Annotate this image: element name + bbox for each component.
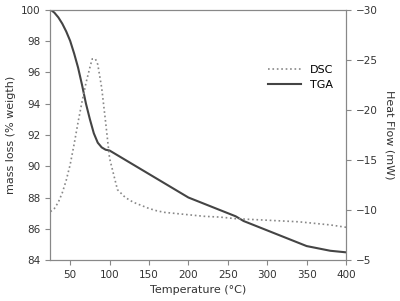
DSC <box>90 57 95 61</box>
TGA <box>328 249 333 253</box>
DSC <box>68 163 72 166</box>
DSC <box>95 63 100 66</box>
TGA <box>48 8 53 11</box>
TGA <box>131 163 136 166</box>
DSC <box>72 142 76 146</box>
TGA <box>336 250 340 253</box>
DSC <box>312 222 317 225</box>
TGA <box>249 222 254 226</box>
DSC <box>328 223 333 227</box>
TGA <box>210 205 214 209</box>
DSC <box>107 157 112 160</box>
TGA <box>265 228 270 232</box>
DSC <box>103 120 108 124</box>
DSC <box>186 213 191 216</box>
DSC <box>76 120 80 124</box>
TGA <box>226 211 230 215</box>
TGA <box>233 215 238 218</box>
TGA <box>56 16 61 19</box>
TGA <box>92 132 96 135</box>
TGA <box>99 146 104 149</box>
Y-axis label: Heat Flow (mW): Heat Flow (mW) <box>384 90 394 180</box>
DSC <box>162 211 167 214</box>
DSC <box>131 200 136 204</box>
TGA <box>257 225 262 229</box>
TGA <box>162 182 167 185</box>
DSC <box>146 207 151 210</box>
DSC <box>84 81 88 85</box>
DSC <box>123 196 128 199</box>
Line: DSC: DSC <box>50 59 346 227</box>
DSC <box>178 212 183 216</box>
TGA <box>123 158 128 162</box>
TGA <box>80 83 84 87</box>
Line: TGA: TGA <box>50 10 346 252</box>
DSC <box>64 178 69 182</box>
DSC <box>154 209 159 213</box>
DSC <box>344 225 348 229</box>
TGA <box>170 186 175 190</box>
TGA <box>52 11 57 14</box>
DSC <box>88 66 92 69</box>
DSC <box>52 207 57 210</box>
TGA <box>95 141 100 144</box>
TGA <box>107 149 112 152</box>
TGA <box>202 202 206 206</box>
TGA <box>139 168 144 171</box>
TGA <box>186 196 191 199</box>
TGA <box>64 30 69 33</box>
DSC <box>202 215 206 218</box>
TGA <box>178 191 183 195</box>
DSC <box>48 210 53 213</box>
DSC <box>80 100 84 104</box>
TGA <box>88 117 92 121</box>
TGA <box>304 244 309 248</box>
TGA <box>103 148 108 151</box>
TGA <box>288 238 293 242</box>
TGA <box>146 172 151 176</box>
DSC <box>56 200 61 204</box>
TGA <box>280 235 285 238</box>
DSC <box>170 211 175 215</box>
TGA <box>241 219 246 223</box>
DSC <box>226 216 230 220</box>
TGA <box>84 102 88 105</box>
TGA <box>296 241 301 245</box>
DSC <box>249 218 254 221</box>
Y-axis label: mass loss (% weigth): mass loss (% weigth) <box>6 76 16 194</box>
TGA <box>154 177 159 181</box>
DSC <box>60 191 65 195</box>
DSC <box>139 203 144 207</box>
Legend: DSC, TGA: DSC, TGA <box>263 60 338 95</box>
DSC <box>99 86 104 90</box>
DSC <box>233 217 238 220</box>
X-axis label: Temperature (°C): Temperature (°C) <box>150 285 246 296</box>
TGA <box>344 250 348 254</box>
TGA <box>320 247 325 251</box>
TGA <box>60 22 65 26</box>
DSC <box>93 57 98 61</box>
TGA <box>115 154 120 157</box>
TGA <box>218 208 222 212</box>
TGA <box>68 39 72 43</box>
TGA <box>194 199 199 203</box>
TGA <box>72 51 76 55</box>
TGA <box>273 232 278 235</box>
DSC <box>296 220 301 224</box>
DSC <box>265 219 270 222</box>
TGA <box>312 246 317 250</box>
DSC <box>218 215 222 219</box>
TGA <box>76 66 80 69</box>
DSC <box>115 188 120 191</box>
DSC <box>280 219 285 223</box>
